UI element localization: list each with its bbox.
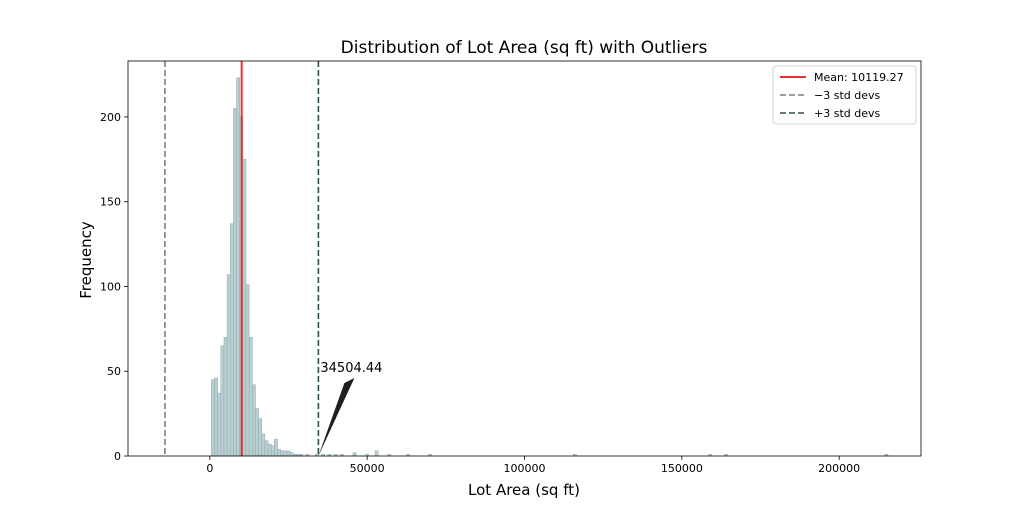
y-axis-ticks: 0 50 100 150 200 — [100, 111, 128, 463]
histogram-bar — [248, 337, 253, 457]
y-tick-label: 50 — [107, 365, 121, 378]
legend-label: Mean: 10119.27 — [814, 71, 904, 84]
x-tick-label: 200000 — [818, 462, 860, 475]
x-tick-label: 50000 — [350, 462, 385, 475]
annotation-arrow — [318, 378, 355, 456]
histogram-bar — [223, 337, 228, 457]
histogram-bar — [242, 159, 247, 457]
x-axis-label: Lot Area (sq ft) — [468, 481, 580, 499]
histogram-bar — [217, 393, 222, 457]
histogram-bar — [255, 408, 259, 457]
legend-box — [772, 65, 917, 125]
chart-title: Distribution of Lot Area (sq ft) with Ou… — [341, 38, 708, 58]
histogram-bar — [261, 433, 266, 457]
histogram-bar — [220, 345, 225, 457]
annotation-label: 34504.44 — [320, 361, 382, 376]
legend-label: +3 std devs — [814, 107, 880, 120]
histogram-bar — [286, 450, 291, 457]
histogram-bar — [245, 284, 250, 457]
legend-entry-minus-3-std: −3 std devs — [780, 89, 880, 102]
x-tick-label: 0 — [206, 462, 213, 475]
histogram-bar — [214, 377, 218, 457]
histogram-bar — [236, 77, 240, 457]
histogram-bar — [226, 274, 231, 457]
histogram-bar — [270, 445, 275, 457]
y-axis-label: Frequency — [77, 221, 95, 299]
histogram-bars — [211, 77, 889, 457]
legend-label: −3 std devs — [814, 89, 880, 102]
histogram-bar — [274, 438, 278, 457]
x-axis-ticks: 0 50000 100000 150000 200000 — [206, 456, 860, 475]
reference-lines — [164, 61, 320, 456]
y-tick-label: 150 — [100, 196, 121, 209]
histogram-bar — [289, 452, 294, 457]
histogram-bar — [230, 223, 234, 457]
y-tick-label: 200 — [100, 111, 121, 124]
histogram-bar — [258, 418, 262, 457]
legend-entry-plus-3-std: +3 std devs — [780, 107, 880, 120]
histogram-bar — [252, 384, 256, 457]
histogram-bar — [277, 448, 281, 457]
histogram-bar — [374, 450, 379, 457]
legend-entry-mean: Mean: 10119.27 — [780, 71, 904, 84]
y-tick-label: 0 — [114, 450, 121, 463]
y-tick-label: 100 — [100, 280, 121, 293]
histogram-bar — [352, 452, 357, 457]
histogram-bar — [211, 379, 215, 457]
legend: Mean: 10119.27 −3 std devs +3 std devs — [772, 65, 917, 125]
histogram-bar — [283, 450, 288, 457]
x-tick-label: 150000 — [661, 462, 703, 475]
histogram-bar — [233, 108, 237, 457]
x-tick-label: 100000 — [504, 462, 546, 475]
histogram-bar — [280, 450, 285, 457]
annotation: 34504.44 — [318, 361, 382, 456]
histogram-bar — [264, 440, 269, 457]
histogram-bar — [267, 443, 272, 457]
